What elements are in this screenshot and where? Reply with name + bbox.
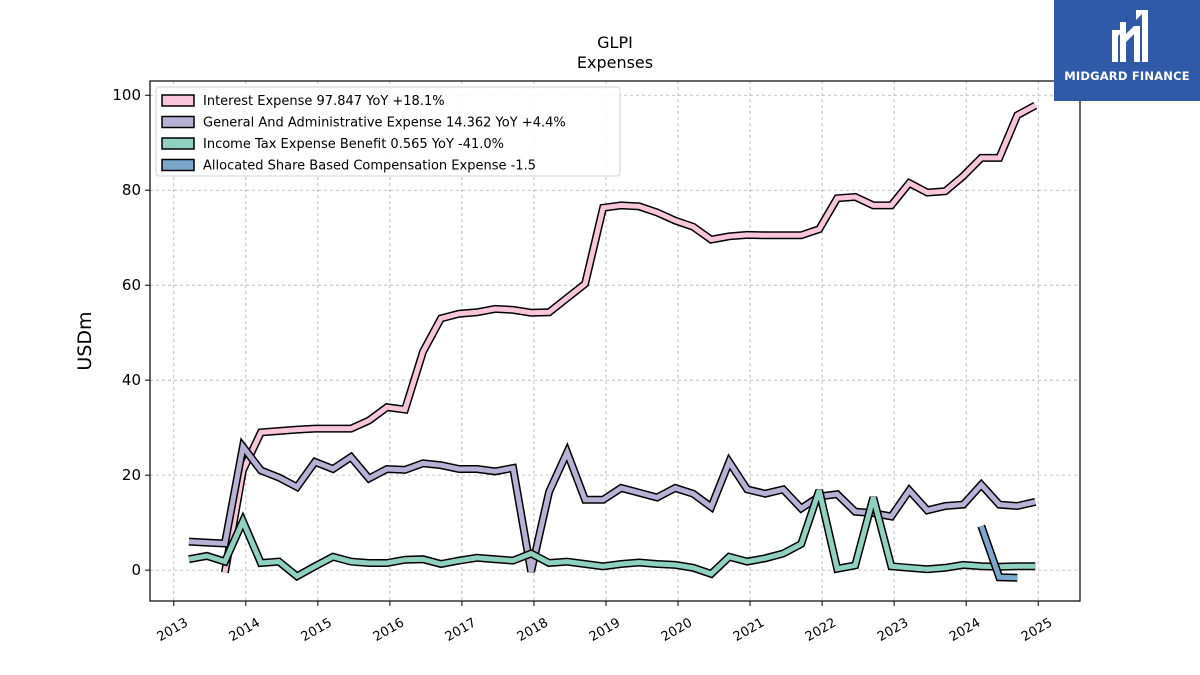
x-tick-label: 2015	[299, 615, 335, 645]
legend-swatch	[161, 158, 195, 172]
series-line-fill	[188, 440, 1036, 573]
brand-name: MIDGARD FINANCE	[1064, 69, 1190, 83]
legend-item: General And Administrative Expense 14.36…	[161, 115, 566, 131]
series-line	[188, 489, 1036, 582]
series-line-fill	[978, 525, 1018, 581]
chart-subtitle: Expenses	[577, 53, 653, 72]
x-tick-label: 2025	[1019, 615, 1055, 645]
x-tick-label: 2020	[659, 615, 695, 645]
y-axis-label: USDm	[74, 311, 96, 370]
series-line	[188, 437, 1037, 573]
x-tick-label: 2023	[875, 615, 911, 645]
x-tick-label: 2016	[371, 615, 407, 645]
y-axis: 0 20 40 60 80 100	[112, 86, 150, 579]
series-layer	[188, 101, 1038, 582]
plot-frame	[149, 80, 1081, 602]
legend-label: Income Tax Expense Benefit 0.565 YoY -41…	[203, 137, 504, 152]
y-tick-label: 80	[122, 181, 141, 199]
y-tick-label: 20	[122, 466, 141, 484]
x-tick-label: 2019	[587, 615, 623, 645]
series-line	[220, 101, 1038, 574]
legend-label: Interest Expense 97.847 YoY +18.1%	[203, 94, 445, 109]
series-line	[977, 524, 1018, 582]
x-tick-label: 2014	[227, 615, 263, 645]
legend-item: Interest Expense 97.847 YoY +18.1%	[161, 94, 445, 109]
legend-label: General And Administrative Expense 14.36…	[203, 116, 566, 131]
y-tick-label: 60	[122, 276, 141, 294]
legend-label: Allocated Share Based Compensation Expen…	[203, 159, 536, 174]
x-tick-label: 2024	[947, 615, 983, 645]
y-tick-label: 0	[131, 561, 141, 579]
legend-swatch	[161, 137, 195, 150]
legend-box	[155, 86, 621, 177]
legend-item: Allocated Share Based Compensation Expen…	[161, 158, 536, 174]
legend: Interest Expense 97.847 YoY +18.1% Genera…	[155, 86, 621, 177]
chart-title: GLPI	[597, 33, 633, 52]
x-tick-label: 2017	[443, 615, 479, 645]
x-tick-label: 2022	[803, 615, 839, 645]
x-axis: 2013 2014 2015 2016 2017 2018 2019 2020 2021 2022…	[155, 601, 1055, 645]
x-tick-label: 2021	[731, 615, 767, 645]
series-line-outline	[188, 437, 1037, 573]
legend-swatch	[161, 115, 195, 129]
midgard-logo-icon	[1112, 10, 1148, 62]
series-line-fill	[222, 103, 1037, 573]
y-tick-label: 40	[122, 371, 141, 389]
brand-logo: MIDGARD FINANCE	[1054, 0, 1200, 101]
y-tick-label: 100	[112, 86, 141, 104]
x-tick-label: 2013	[155, 615, 191, 645]
legend-item: Income Tax Expense Benefit 0.565 YoY -41…	[161, 137, 504, 152]
legend-swatch	[161, 94, 195, 107]
x-tick-label: 2018	[515, 615, 551, 645]
series-line-fill	[188, 489, 1036, 580]
